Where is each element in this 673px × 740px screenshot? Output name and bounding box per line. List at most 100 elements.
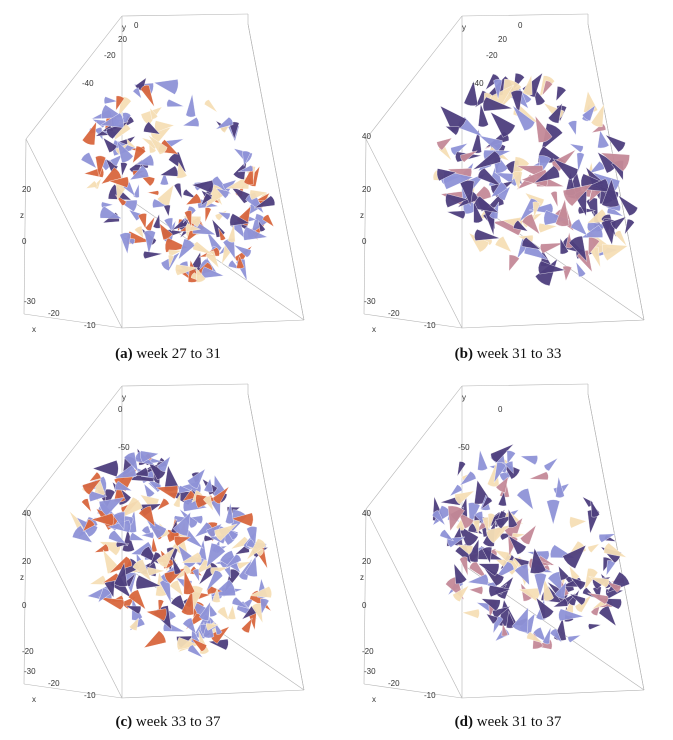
vector-cone — [135, 575, 162, 590]
vector-cone — [493, 79, 503, 100]
plot-panel-c: 0 -50 40 20 0 -20 -30 -20 -10 y z x — [18, 376, 318, 706]
vector-cone — [242, 150, 251, 167]
z-tick-label: 0 — [22, 237, 27, 246]
x-tick-label: -20 — [388, 679, 400, 688]
vector-cone — [477, 449, 488, 471]
vector-cone — [457, 461, 466, 477]
vector-cone — [526, 631, 544, 644]
vector-cone — [605, 134, 626, 153]
z-axis-label: z — [20, 573, 24, 582]
vector-cone — [215, 116, 234, 130]
vector-cone — [601, 178, 620, 208]
vector-cone — [204, 99, 218, 113]
vector-cone — [72, 525, 93, 543]
vector-cone — [600, 152, 630, 172]
box-edge — [121, 319, 305, 329]
vector-cone — [548, 102, 563, 124]
x-tick-label: -10 — [424, 691, 436, 700]
vector-cone — [447, 505, 465, 532]
vector-cone — [187, 468, 206, 489]
vector-cone — [156, 455, 171, 473]
cone-field — [80, 77, 276, 283]
vector-cone — [143, 121, 161, 135]
vector-cone — [113, 562, 128, 587]
vector-cone — [101, 201, 114, 208]
caption-d: (d) week 31 to 37 — [358, 714, 658, 731]
vector-cone — [214, 523, 238, 542]
vector-cone — [217, 606, 230, 622]
vector-cone — [180, 552, 202, 564]
vector-cone — [521, 213, 541, 235]
vector-cone — [108, 556, 133, 574]
vector-cone — [521, 237, 542, 250]
vector-cone — [185, 222, 202, 232]
caption-a: (a) week 27 to 31 — [18, 346, 318, 363]
z-tick-label: -20 — [362, 647, 374, 656]
vector-cone — [569, 593, 586, 606]
vector-cone — [174, 564, 192, 581]
vector-cone — [153, 79, 179, 95]
vector-cone — [567, 634, 581, 643]
vector-cone — [125, 605, 142, 615]
box-edge — [23, 138, 27, 315]
vector-cone — [137, 213, 147, 230]
vector-cone — [206, 623, 220, 631]
vector-cone — [452, 585, 470, 602]
y-tick-label: 20 — [498, 35, 507, 44]
vector-cone — [569, 516, 587, 529]
vector-cone — [549, 628, 563, 643]
vector-cone — [590, 103, 605, 128]
vector-cone — [431, 510, 446, 526]
vector-cone — [514, 564, 530, 586]
y-tick-label: -20 — [486, 51, 498, 60]
vector-cone — [157, 498, 170, 511]
vector-cone — [541, 80, 553, 96]
plot-panel-b: 20 0 -20 -40 40 20 0 -30 -20 -10 y z x — [358, 6, 658, 336]
y-axis-label: y — [462, 23, 466, 32]
vector-cone — [85, 180, 98, 189]
vector-cone — [99, 112, 124, 128]
vector-cone — [138, 505, 156, 527]
vector-cone — [134, 225, 144, 239]
vector-cone — [182, 617, 197, 635]
vector-cone — [480, 598, 501, 612]
vector-cone — [436, 137, 453, 151]
vector-cone — [606, 560, 616, 577]
vector-cone — [478, 103, 489, 128]
vector-cone — [533, 165, 560, 184]
box-edge — [23, 508, 27, 685]
vector-cone — [82, 121, 97, 146]
vector-cone — [145, 518, 167, 539]
z-tick-label: 0 — [362, 237, 367, 246]
vector-cone — [522, 74, 533, 96]
vector-cone — [237, 165, 254, 173]
vector-cone — [211, 587, 221, 603]
vector-cone — [108, 530, 128, 547]
y-tick-label: 0 — [118, 405, 123, 414]
box-edge — [25, 15, 123, 140]
z-tick-label: 20 — [22, 557, 31, 566]
vector-cone — [472, 150, 501, 170]
caption-text: week 27 to 31 — [136, 346, 221, 362]
vector-cone — [562, 265, 572, 282]
vector-cone — [228, 259, 240, 270]
vector-cone — [568, 235, 588, 263]
vector-cone — [166, 99, 185, 107]
vector-cone — [132, 467, 149, 477]
y-tick-label: -40 — [472, 79, 484, 88]
vector-cone — [145, 608, 167, 621]
vector-cone — [173, 183, 183, 199]
y-axis-label: y — [122, 393, 126, 402]
vector-cone — [177, 238, 195, 260]
vector-cone — [512, 105, 536, 131]
x-tick-label: -20 — [48, 309, 60, 318]
caption-label: (d) — [454, 714, 473, 730]
box-edge — [23, 313, 123, 329]
vector-cone — [468, 586, 484, 595]
z-tick-label: 0 — [362, 601, 367, 610]
vector-cone — [543, 457, 558, 472]
vector-cone — [185, 193, 202, 206]
x-tick-label: -10 — [84, 691, 96, 700]
vector-cone — [558, 608, 584, 622]
vector-cone — [203, 495, 214, 512]
